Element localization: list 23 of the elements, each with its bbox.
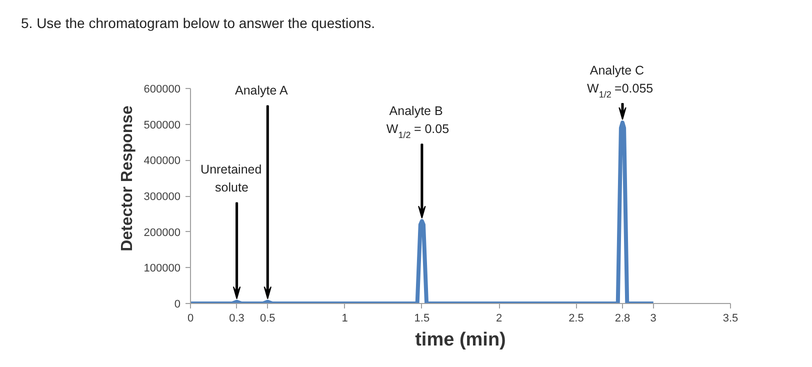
annotation: Analyte A bbox=[235, 84, 288, 98]
x-tick-label: 3.5 bbox=[722, 312, 738, 324]
x-tick-label: 2.8 bbox=[614, 312, 630, 324]
y-tick-label: 0 bbox=[174, 298, 181, 310]
x-tick-label: 1 bbox=[342, 312, 348, 324]
x-tick-label: 2.5 bbox=[568, 312, 584, 324]
x-tick-label: 0.5 bbox=[260, 312, 276, 324]
x-tick-label: 0 bbox=[187, 312, 194, 324]
y-tick-label: 400000 bbox=[144, 155, 181, 168]
y-axis-title: Detector Response bbox=[118, 105, 136, 252]
y-tick-label: 600000 bbox=[144, 84, 181, 96]
x-axis-title: time (min) bbox=[415, 330, 506, 350]
x-tick-label: 0.3 bbox=[229, 312, 244, 324]
y-tick-label: 500000 bbox=[144, 119, 181, 132]
chart-title: 5. Use the chromatogram below to answer the questions. bbox=[21, 14, 376, 33]
y-tick-label: 300000 bbox=[144, 191, 181, 203]
x-tick-label: 2 bbox=[496, 312, 502, 324]
y-tick-label: 200000 bbox=[144, 226, 181, 239]
annotation: Unretained solute bbox=[200, 162, 262, 195]
x-tick-label: 3 bbox=[650, 312, 656, 324]
x-tick-label: 1.5 bbox=[414, 312, 430, 324]
y-tick-label: 100000 bbox=[144, 262, 181, 275]
line-series bbox=[190, 120, 656, 304]
